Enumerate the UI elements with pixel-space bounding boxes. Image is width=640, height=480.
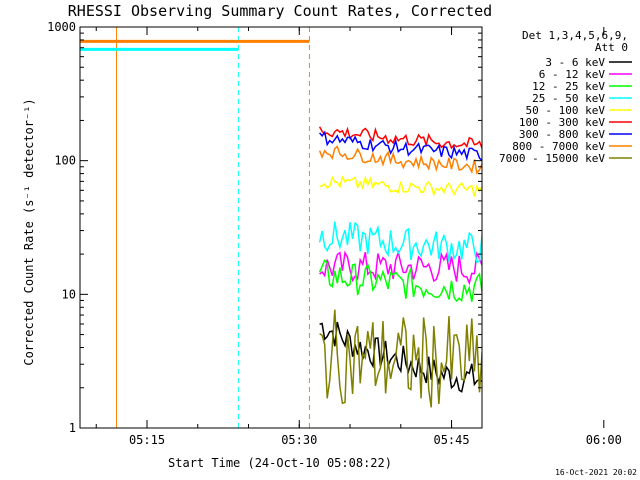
y-tick-label: 10 (62, 287, 76, 301)
attenuator-flag-lines (116, 27, 310, 428)
series-line-3-6-kev (319, 321, 482, 393)
legend-header-line-1: Det 1,3,4,5,6,9, (522, 29, 628, 42)
x-tick-label: 05:45 (433, 433, 469, 447)
plot-frame (79, 26, 483, 429)
y-tick-label: 1 (69, 421, 76, 435)
flag-bars: SNF (80, 39, 310, 51)
legend-entry-6-12-kev: 6 - 12 keV (539, 68, 606, 81)
legend-entry-300-800-kev: 300 - 800 keV (519, 128, 605, 141)
series-line-800-7000-kev (318, 145, 482, 175)
legend-header-line-2: Att 0 (595, 41, 628, 54)
series-line-6-12-kev (319, 249, 482, 286)
series-line-100-300-kev (318, 126, 482, 150)
series-lines (318, 126, 482, 408)
y-axis-ticks: 1 10 100 1000 (47, 20, 482, 435)
series-line-12-25-kev (318, 258, 482, 303)
y-axis-label: Corrected Count Rate (s⁻¹ detector⁻¹) (22, 98, 36, 365)
series-line-50-100-kev (319, 174, 482, 197)
y-tick-label: 100 (54, 154, 76, 168)
x-tick-label: 05:30 (281, 433, 317, 447)
legend-entry-50-100-kev: 50 - 100 keV (526, 104, 606, 117)
series-line-300-800-kev (319, 130, 482, 162)
x-axis-label: Start Time (24-Oct-10 05:08:22) (168, 456, 392, 470)
legend-entry-800-7000-kev: 800 - 7000 keV (512, 140, 605, 153)
series-line-7000-15000-kev (319, 309, 482, 408)
legend-entry-7000-15000-kev: 7000 - 15000 keV (499, 152, 605, 165)
legend-entry-100-300-kev: 100 - 300 keV (519, 116, 605, 129)
x-tick-label: 05:15 (129, 433, 165, 447)
render-timestamp: 16-Oct-2021 20:02 (555, 468, 637, 477)
y-tick-label: 1000 (47, 20, 76, 34)
legend-entry-3-6-kev: 3 - 6 keV (545, 56, 605, 69)
legend-entry-12-25-kev: 12 - 25 keV (532, 80, 605, 93)
chart-title: RHESSI Observing Summary Count Rates, Co… (68, 2, 492, 20)
series-line-25-50-kev (318, 221, 482, 264)
legend-entry-25-50-kev: 25 - 50 keV (532, 92, 605, 105)
x-tick-label: 06:00 (586, 433, 622, 447)
